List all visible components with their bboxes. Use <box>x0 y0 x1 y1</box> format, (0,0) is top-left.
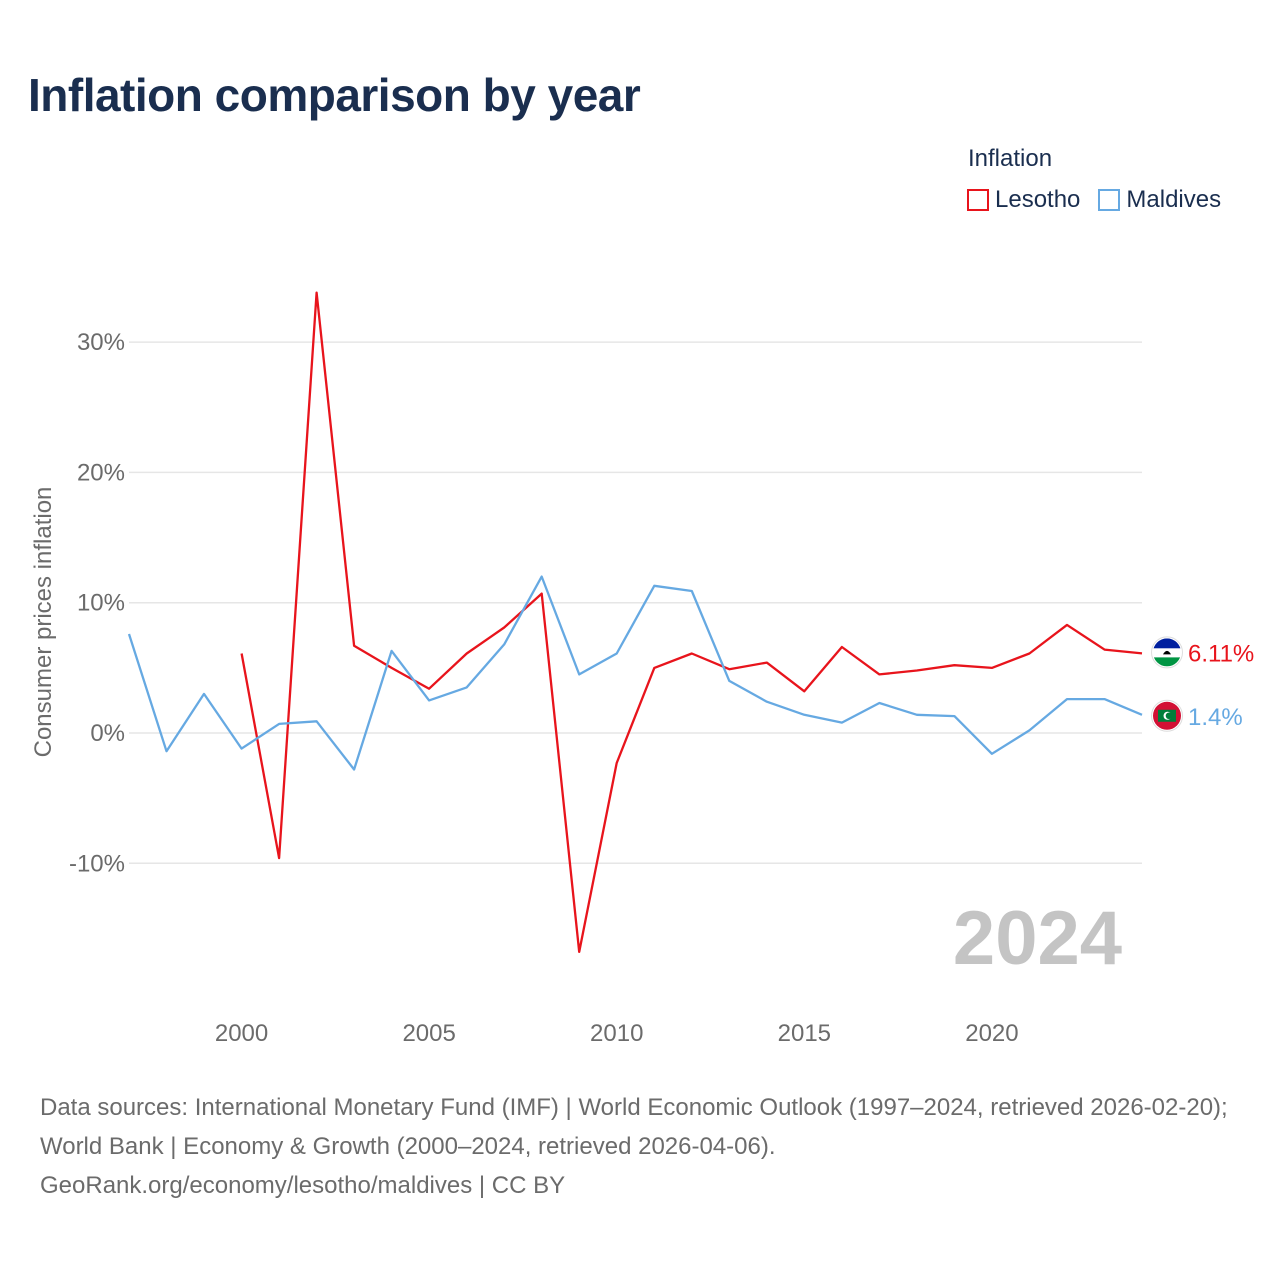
legend-title: Inflation <box>968 145 1053 172</box>
y-tick-label: 30% <box>77 329 125 356</box>
y-tick-label: 0% <box>90 720 125 747</box>
y-tick-label: 10% <box>77 590 125 617</box>
source-link[interactable]: GeoRank.org/economy/lesotho/maldives | C… <box>40 1172 566 1199</box>
chart-title: Inflation comparison by year <box>28 69 641 121</box>
line-chart: -10% 0% 10% 20% 30% 2000 2005 2010 2015 2020 202… <box>30 291 1254 1047</box>
legend: Lesotho Maldives <box>967 186 1239 214</box>
x-tick-label: 2015 <box>778 1020 831 1047</box>
series-lines <box>127 291 1143 954</box>
y-tick-labels: -10% 0% 10% 20% 30% <box>69 329 125 877</box>
flag-icon-maldives <box>1151 699 1183 732</box>
data-sources: Data sources: International Monetary Fun… <box>40 1094 1228 1160</box>
y-tick-label: 20% <box>77 459 125 486</box>
x-tick-label: 2000 <box>215 1020 268 1047</box>
x-tick-labels: 2000 2005 2010 2015 2020 <box>215 1020 1019 1047</box>
end-markers: 6.11% 1.4% <box>1151 636 1254 732</box>
legend-swatch-maldives <box>1098 189 1121 211</box>
footer: Data sources: International Monetary Fun… <box>40 1088 1250 1205</box>
grid-lines <box>129 341 1142 865</box>
end-value-label-maldives: 1.4% <box>1188 704 1243 731</box>
y-tick-label: -10% <box>69 850 125 877</box>
x-tick-label: 2010 <box>590 1020 643 1047</box>
legend-item-lesotho[interactable]: Lesotho <box>967 186 1080 214</box>
legend-label-lesotho: Lesotho <box>995 186 1081 213</box>
year-watermark: 2024 <box>953 896 1122 981</box>
flag-icon-lesotho <box>1151 636 1183 669</box>
legend-label-maldives: Maldives <box>1126 186 1222 213</box>
end-value-label-lesotho: 6.11% <box>1188 640 1254 667</box>
legend-item-maldives[interactable]: Maldives <box>1098 186 1221 214</box>
legend-swatch-lesotho <box>967 189 989 211</box>
x-tick-label: 2005 <box>402 1020 455 1047</box>
y-axis-label: Consumer prices inflation <box>30 487 57 758</box>
series-line-lesotho[interactable] <box>240 291 1143 954</box>
x-tick-label: 2020 <box>965 1020 1018 1047</box>
series-line-maldives[interactable] <box>127 575 1143 771</box>
